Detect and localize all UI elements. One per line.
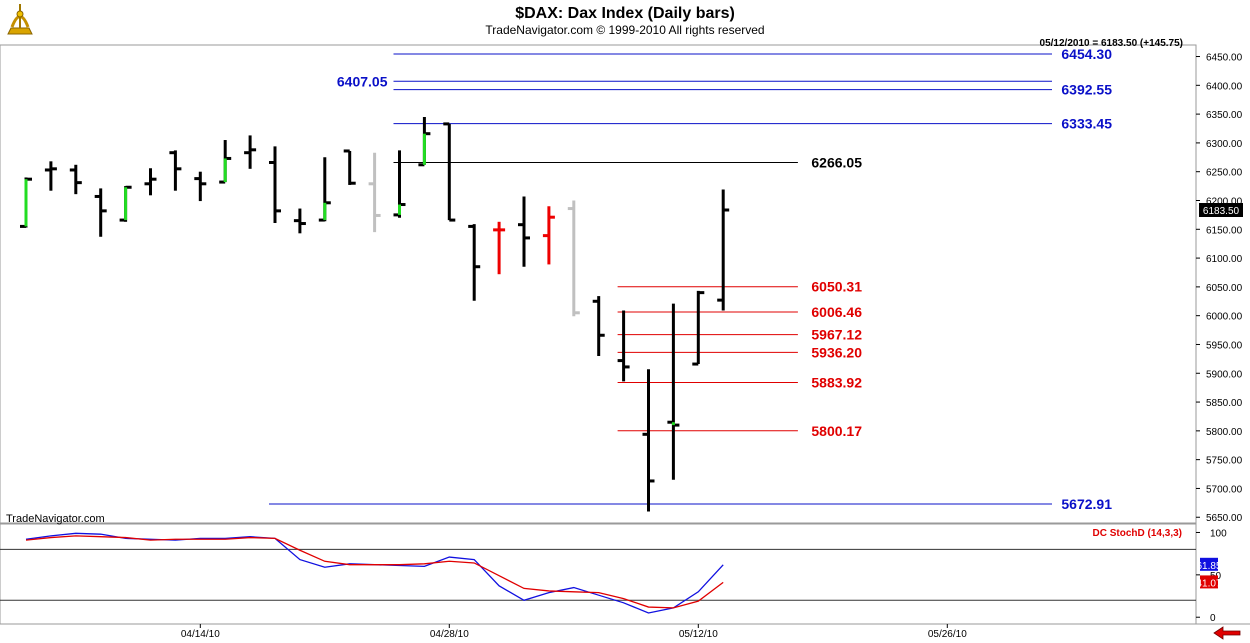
stoch-reference-lines (0, 548, 1196, 601)
ohlc-bar (717, 189, 730, 311)
ohlc-bar (69, 164, 82, 195)
chart-title: $DAX: Dax Index (Daily bars) (515, 5, 735, 22)
ohlc-bar (493, 221, 506, 275)
price-panel (0, 44, 1197, 524)
level-label: 6006.46 (811, 304, 862, 320)
ohlc-bar (518, 196, 530, 267)
ohlc-bar (44, 161, 57, 191)
price-tick-label: 6400.00 (1206, 81, 1243, 92)
ohlc-bar (692, 290, 705, 366)
time-tick-label: 05/26/10 (928, 629, 967, 640)
level-label: 6266.05 (811, 154, 862, 170)
ohlc-bar (443, 122, 456, 222)
stoch-title: DC StochD (14,3,3) (1093, 528, 1182, 539)
stoch-value-label: 61.85 (1196, 561, 1221, 572)
stoch-tick-label: 100 (1210, 528, 1227, 539)
price-axis: 5650.00 5700.00 5750.00 5800.00 5850.00 5900.… (1196, 53, 1243, 524)
price-bars (20, 116, 730, 512)
ohlc-bar (293, 208, 306, 234)
ohlc-bar (617, 310, 630, 382)
ohlc-bar (667, 303, 680, 480)
stoch-tick-label: 0 (1210, 613, 1216, 624)
level-label: 5967.12 (811, 327, 862, 343)
price-tick-label: 5850.00 (1206, 398, 1243, 409)
price-tick-label: 6150.00 (1206, 225, 1243, 236)
stoch-value-tags: 61.85 41.07 (1196, 557, 1222, 589)
price-tick-label: 6300.00 (1206, 139, 1243, 150)
stoch-value-box (1200, 557, 1218, 571)
ohlc-bar (368, 152, 381, 233)
stoch-panel (0, 523, 1197, 625)
ohlc-bar (567, 200, 580, 317)
price-levels: 6454.30 6407.05 6392.55 6333.45 6266.05 6050.… (269, 46, 1112, 512)
time-tick-label: 04/14/10 (181, 629, 220, 640)
ohlc-bar (194, 171, 207, 202)
stoch-lines (25, 532, 724, 614)
last-price-label: 6183.50 (1203, 206, 1240, 217)
last-price-box (1199, 202, 1243, 217)
left-arrow-icon[interactable] (1210, 626, 1244, 640)
ohlc-bar (169, 150, 182, 191)
price-tick-label: 6050.00 (1206, 283, 1243, 294)
level-label: 5883.92 (811, 375, 862, 391)
ohlc-bar (269, 146, 281, 223)
price-tick-label: 6250.00 (1206, 168, 1243, 179)
stoch-value-label: 41.07 (1196, 578, 1221, 589)
level-label: 6050.31 (811, 279, 862, 295)
price-tick-label: 6000.00 (1206, 312, 1243, 323)
ohlc-bar (542, 206, 555, 265)
price-tick-label: 5900.00 (1206, 369, 1243, 380)
ohlc-bar (119, 185, 132, 222)
copyright-subtitle: TradeNavigator.com © 1999-2010 All right… (485, 23, 764, 37)
ohlc-bar (219, 140, 232, 184)
ohlc-bar (393, 150, 406, 218)
ohlc-bar (418, 116, 431, 167)
level-label: 6333.45 (1061, 116, 1112, 132)
ohlc-bar (144, 168, 157, 196)
ohlc-bar (318, 157, 331, 222)
price-tick-label: 5750.00 (1206, 456, 1243, 467)
price-tick-label: 5800.00 (1206, 427, 1243, 438)
price-tick-label: 6100.00 (1206, 254, 1243, 265)
ohlc-bar (20, 177, 32, 228)
ohlc-bar (343, 149, 356, 185)
time-tick-label: 05/12/10 (679, 629, 718, 640)
price-tick-label: 5700.00 (1206, 484, 1243, 495)
stoch-line-d (25, 535, 724, 609)
time-tick-label: 04/28/10 (430, 629, 469, 640)
level-label: 5800.17 (811, 423, 862, 439)
price-tick-label: 5650.00 (1206, 513, 1243, 524)
level-label: 6392.55 (1061, 82, 1112, 98)
ohlc-bar (468, 224, 481, 301)
watermark: TradeNavigator.com (6, 513, 105, 525)
price-tick-label: 5950.00 (1206, 340, 1243, 351)
sextant-logo-icon (7, 4, 33, 35)
level-label: 5672.91 (1061, 496, 1112, 512)
last-price-marker: 6183.50 (1199, 202, 1243, 217)
ohlc-bar (94, 188, 107, 237)
ohlc-bar (592, 296, 605, 356)
price-tick-label: 6350.00 (1206, 110, 1243, 121)
level-label: 6407.05 (337, 73, 388, 89)
level-label: 5936.20 (811, 344, 862, 360)
level-label: 6454.30 (1061, 46, 1112, 62)
stoch-value-box (1200, 575, 1218, 589)
frame (0, 44, 1250, 625)
ohlc-bar (642, 369, 655, 512)
ohlc-bar (244, 135, 257, 169)
price-tick-label: 6200.00 (1206, 196, 1243, 207)
price-tick-label: 6450.00 (1206, 53, 1243, 64)
time-axis: 04/14/10 04/28/10 05/12/10 05/26/10 (181, 624, 967, 640)
date-value-readout: 05/12/2010 = 6183.50 (+145.75) (1040, 38, 1183, 49)
